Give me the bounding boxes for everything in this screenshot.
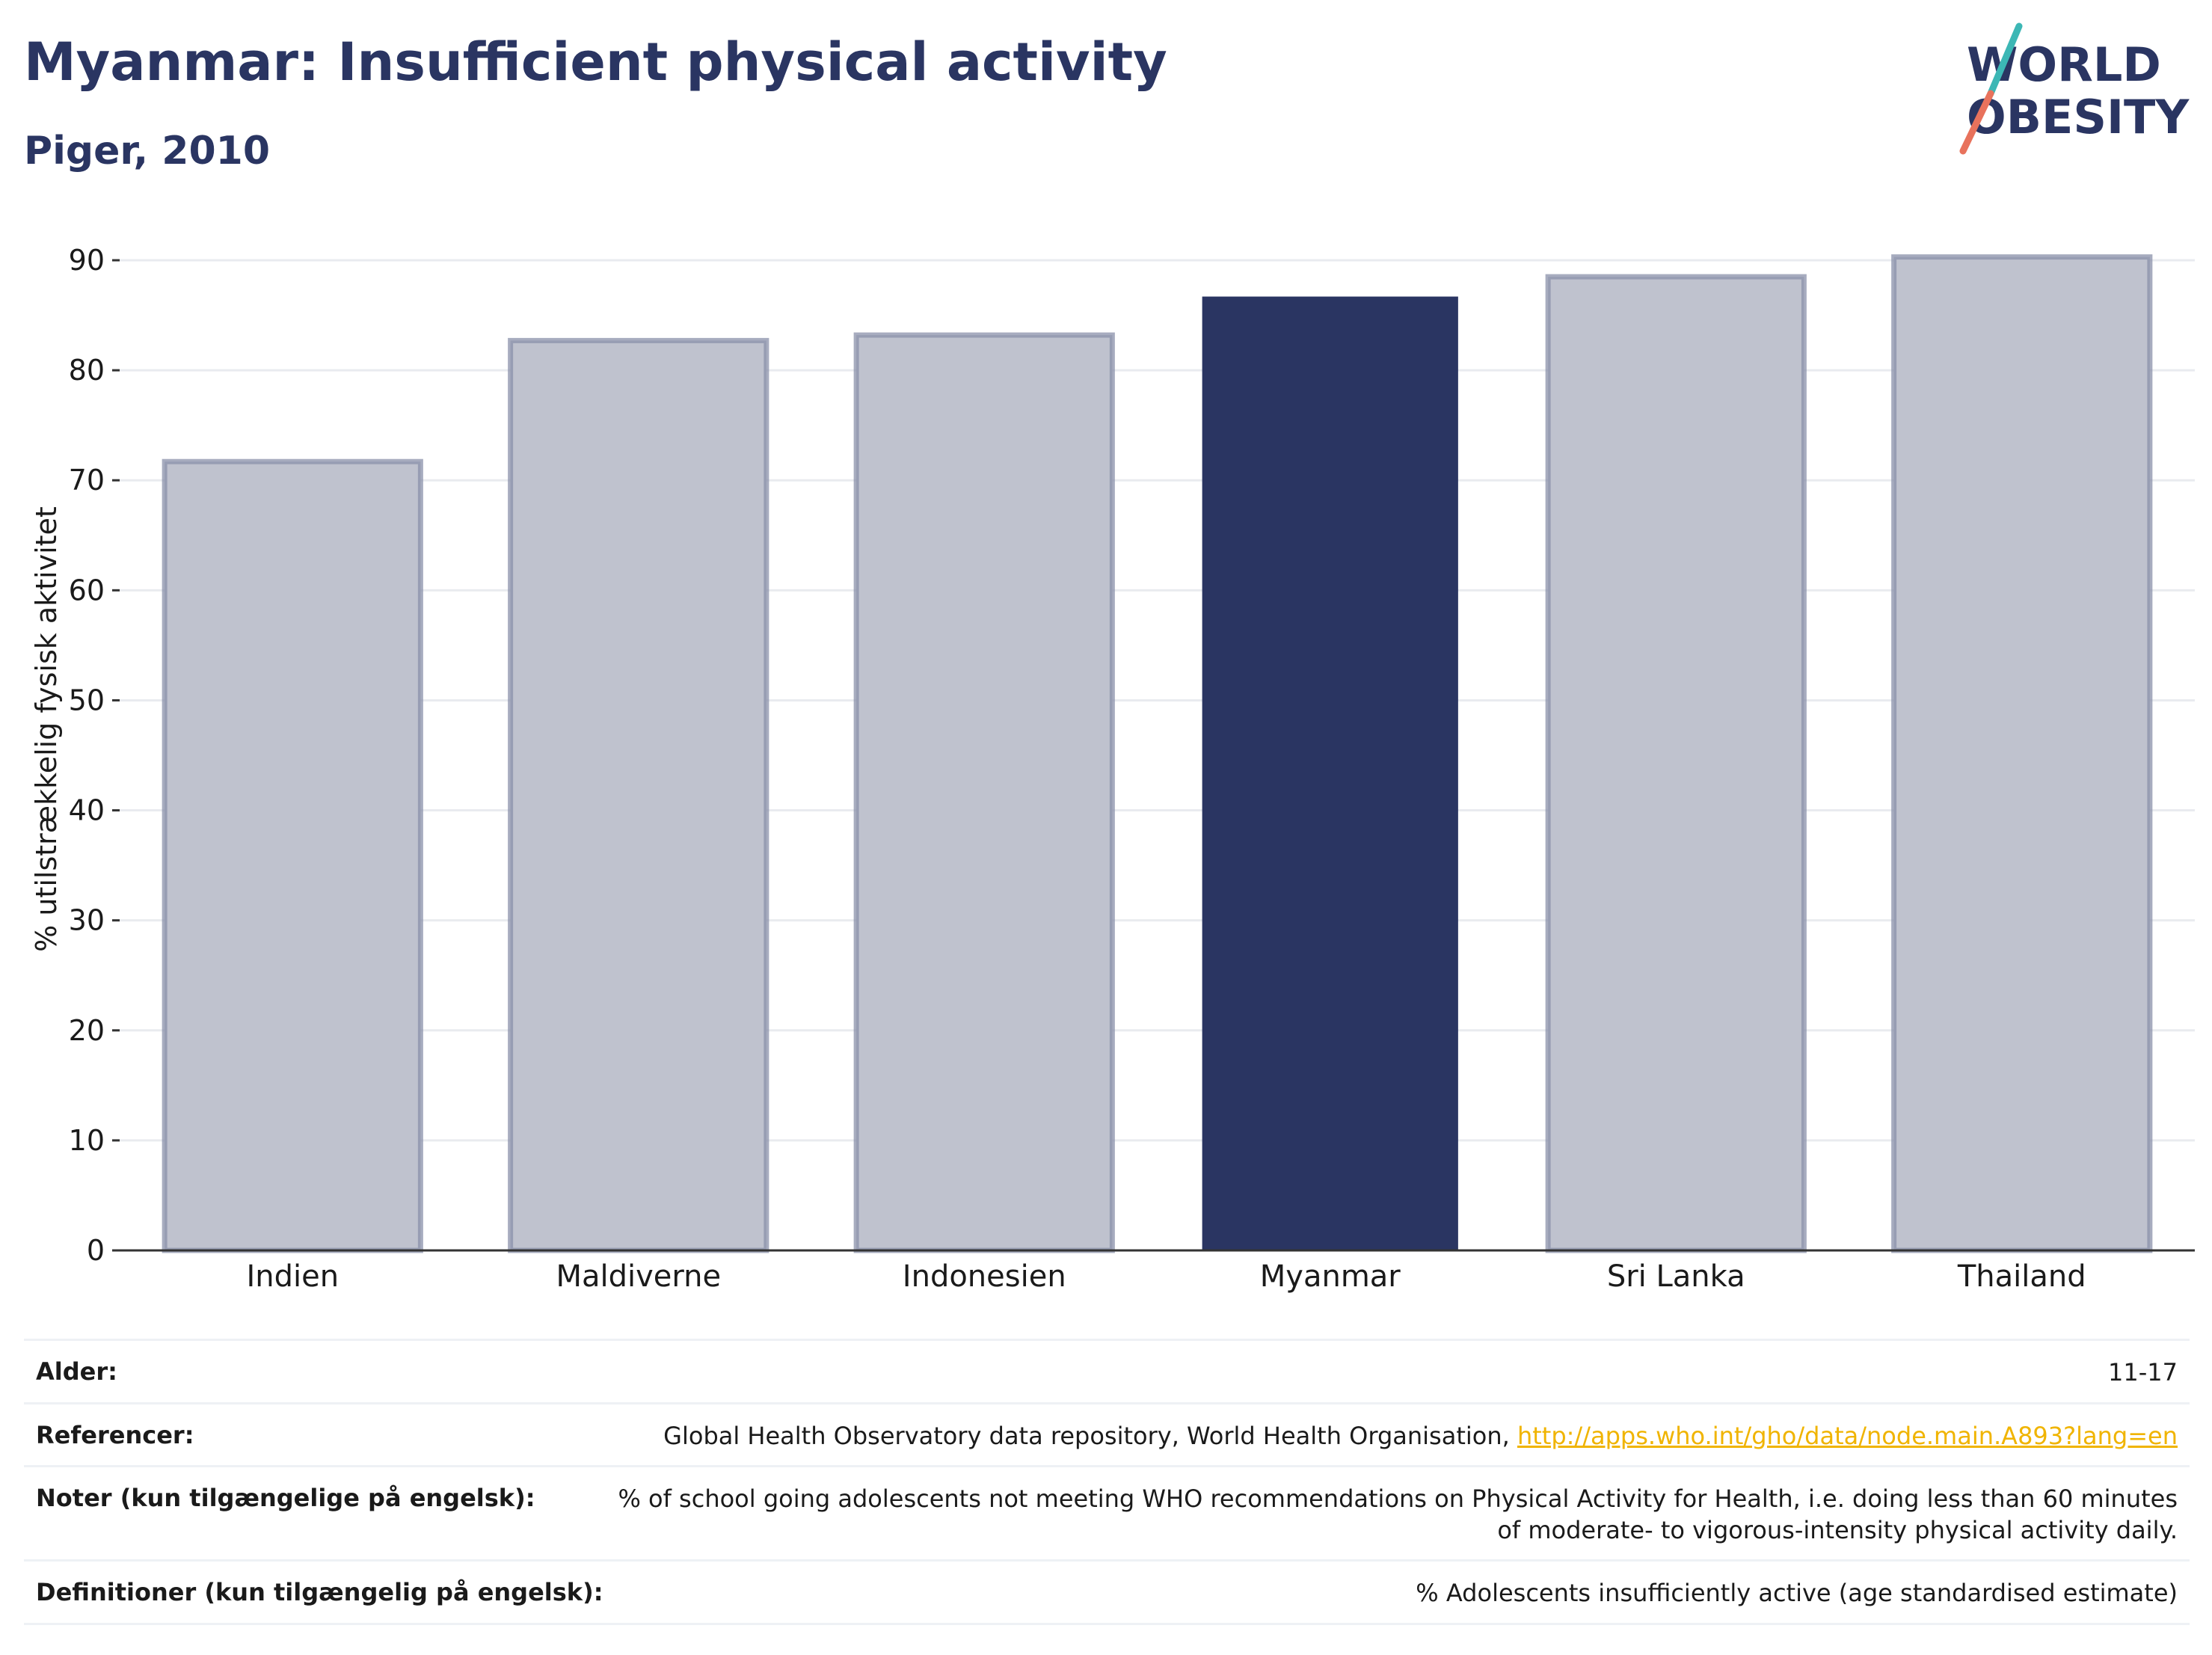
x-tick-label: Indien xyxy=(246,1259,339,1294)
logo-slash-coral xyxy=(1959,90,1994,155)
bar-indien[interactable] xyxy=(162,458,423,1253)
bar-maldiverne[interactable] xyxy=(508,337,769,1253)
x-tick-label: Sri Lanka xyxy=(1607,1259,1745,1294)
world-obesity-logo: WORLD OBESITY xyxy=(1959,22,2190,155)
meta-value-notes: % of school going adolescents not meetin… xyxy=(618,1484,2178,1544)
y-tick-label: 90 xyxy=(69,244,105,277)
y-tick-label: 50 xyxy=(69,684,105,716)
y-tick-label: 80 xyxy=(69,354,105,387)
meta-row-age: Alder: 11-17 xyxy=(24,1339,2190,1402)
meta-row-references: Referencer: Global Health Observatory da… xyxy=(24,1401,2190,1466)
logo-text-obesity: OBESITY xyxy=(1967,90,2190,144)
x-tick-label: Myanmar xyxy=(1260,1259,1401,1294)
x-tick-label: Maldiverne xyxy=(556,1259,721,1294)
y-tick-label: 40 xyxy=(69,794,105,827)
meta-value-age: 11-17 xyxy=(2108,1358,2178,1387)
meta-row-definitions: Definitioner (kun tilgængelig på engelsk… xyxy=(24,1559,2190,1625)
x-tick-label: Indonesien xyxy=(903,1259,1066,1294)
meta-label-references: Referencer: xyxy=(36,1420,194,1449)
meta-label-age: Alder: xyxy=(36,1357,117,1386)
meta-label-notes: Noter (kun tilgængelige på engelsk): xyxy=(36,1484,535,1513)
y-tick-label: 70 xyxy=(69,464,105,497)
y-tick-label: 30 xyxy=(69,904,105,937)
logo-slash-teal xyxy=(1987,22,2023,97)
logo-text-world: WORLD xyxy=(1967,37,2161,92)
reference-text: Global Health Observatory data repositor… xyxy=(663,1421,1510,1450)
bar-myanmar[interactable] xyxy=(1202,296,1458,1251)
metadata-table: Alder: 11-17 Referencer: Global Health O… xyxy=(24,1339,2190,1625)
page-title: Myanmar: Insufficient physical activity xyxy=(24,31,1167,93)
y-tick-label: 20 xyxy=(69,1014,105,1047)
meta-value-references: Global Health Observatory data repositor… xyxy=(663,1421,2178,1452)
x-tick-label: Thailand xyxy=(1957,1259,2086,1294)
bar-sri-lanka[interactable] xyxy=(1545,274,1807,1253)
bar-chart: 0 10 20 30 40 50 60 70 80 90 Indien Maldiverne Indon… xyxy=(30,244,2195,1294)
bar-thailand[interactable] xyxy=(1891,254,2153,1253)
reference-link[interactable]: http://apps.who.int/gho/data/node.main.A… xyxy=(1517,1421,2178,1450)
bar-indonesien[interactable] xyxy=(853,332,1115,1253)
y-tick-label: 60 xyxy=(69,574,105,607)
page-subtitle: Piger, 2010 xyxy=(24,129,271,174)
meta-value-definitions: % Adolescents insufficiently active (age… xyxy=(1416,1579,2178,1608)
y-tick-label: 0 xyxy=(87,1234,105,1267)
meta-row-notes: Noter (kun tilgængelige på engelsk): % o… xyxy=(24,1465,2190,1559)
meta-label-definitions: Definitioner (kun tilgængelig på engelsk… xyxy=(36,1578,603,1607)
y-tick-label: 10 xyxy=(69,1124,105,1157)
y-axis-label: % utilstrækkelig fysisk aktivitet xyxy=(30,506,63,952)
